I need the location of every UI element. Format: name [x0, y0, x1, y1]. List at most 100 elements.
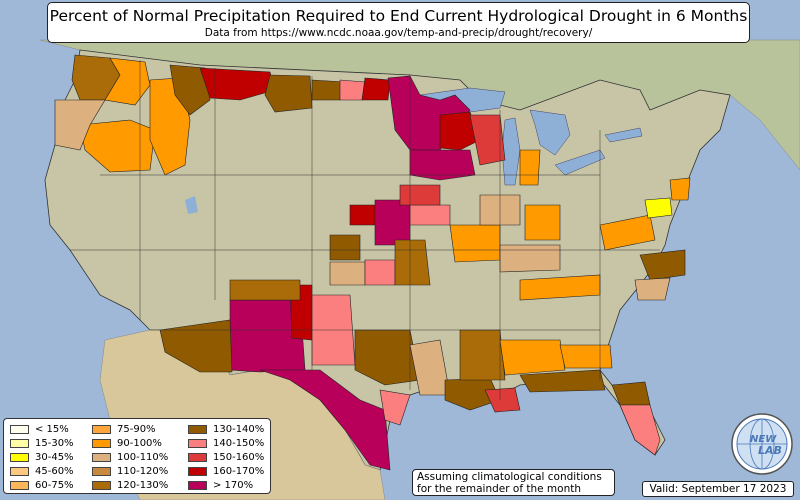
region-ok-brown — [394, 239, 431, 286]
state-borders — [70, 60, 660, 400]
region-carolinas — [639, 249, 686, 281]
legend-swatch — [188, 466, 207, 476]
region-illinois — [449, 224, 501, 263]
legend-swatch — [188, 438, 207, 448]
region-oregon-coast — [54, 99, 106, 151]
legend-swatch — [188, 424, 207, 434]
legend-label: 120-130% — [117, 479, 169, 491]
legend-label: 90-100% — [117, 437, 162, 449]
great-salt-lake — [185, 196, 198, 214]
globe-logo-icon: NEW LAB — [731, 413, 793, 475]
region-ohio — [524, 204, 561, 241]
map-title: Percent of Normal Precipitation Required… — [49, 7, 748, 25]
note-line-1: Assuming climatological conditions — [417, 471, 602, 483]
region-louisiana-red — [484, 387, 521, 413]
region-nj — [669, 177, 691, 201]
legend-item: < 15% — [10, 423, 69, 435]
map-subtitle: Data from https://www.ncdc.noaa.gov/temp… — [204, 27, 593, 39]
legend-swatch — [92, 466, 111, 476]
legend-item: 100-110% — [92, 451, 168, 463]
region-gulf-coast — [519, 369, 606, 393]
legend-item: 110-120% — [92, 465, 168, 477]
svg-text:NEW: NEW — [750, 434, 777, 445]
lake-huron — [529, 109, 571, 156]
legend-item: 75-90% — [92, 423, 156, 435]
legend-item: 60-75% — [10, 479, 74, 491]
legend-swatch — [10, 438, 29, 448]
legend-swatch — [188, 452, 207, 462]
region-michigan — [519, 149, 541, 186]
legend-label: 75-90% — [117, 423, 156, 435]
legend-item: 150-160% — [188, 451, 264, 463]
region-texas-coast — [379, 389, 411, 426]
legend-swatch — [92, 452, 111, 462]
region-maryland — [644, 197, 673, 219]
legend-item: 30-45% — [10, 451, 74, 463]
legend-swatch — [10, 480, 29, 490]
region-texas-west — [259, 369, 391, 471]
region-washington-east — [104, 57, 151, 106]
legend-item: > 170% — [188, 479, 253, 491]
region-georgia — [559, 344, 613, 369]
region-kansas-tan — [329, 261, 366, 286]
legend-item: 130-140% — [188, 423, 264, 435]
legend-item: 120-130% — [92, 479, 168, 491]
region-missouri — [409, 204, 451, 226]
legend-label: 45-60% — [35, 465, 74, 477]
region-iowa — [409, 149, 476, 181]
legend-item: 90-100% — [92, 437, 162, 449]
legend-label: 60-75% — [35, 479, 74, 491]
region-nd-red — [361, 77, 391, 101]
region-wisconsin — [439, 111, 481, 151]
region-sc — [634, 277, 671, 301]
legend-item: 45-60% — [10, 465, 74, 477]
region-kansas-brown — [329, 234, 361, 261]
legend-label: 15-30% — [35, 437, 74, 449]
region-idaho-north — [169, 64, 211, 116]
legend-label: 160-170% — [213, 465, 265, 477]
region-virginia — [599, 214, 656, 251]
legend-label: 110-120% — [117, 465, 169, 477]
drought-regions — [54, 54, 691, 471]
region-oklahoma — [364, 259, 396, 286]
title-box: Percent of Normal Precipitation Required… — [47, 2, 750, 43]
legend-item: 15-30% — [10, 437, 74, 449]
note-line-2: for the remainder of the month — [417, 483, 582, 495]
legend-label: 150-160% — [213, 451, 265, 463]
legend-swatch — [92, 480, 111, 490]
valid-date: Valid: September 17 2023 — [642, 481, 794, 497]
region-alabama — [499, 339, 566, 376]
region-colorado-south — [229, 279, 301, 301]
region-mississippi — [459, 329, 506, 381]
legend-swatch — [92, 424, 111, 434]
region-montana-north — [199, 67, 276, 101]
legend-swatch — [10, 466, 29, 476]
lake-ontario — [604, 127, 643, 143]
lake-erie — [554, 149, 606, 176]
region-kansas-north — [374, 199, 411, 246]
legend-label: 100-110% — [117, 451, 169, 463]
legend-item: 160-170% — [188, 465, 264, 477]
note-box: Assuming climatological conditions for t… — [412, 469, 615, 496]
region-nd-pink — [339, 79, 366, 101]
legend-swatch — [10, 452, 29, 462]
region-arizona — [159, 319, 233, 373]
legend-swatch — [188, 480, 207, 490]
legend-label: > 170% — [213, 479, 254, 491]
region-oregon-east — [79, 119, 156, 173]
svg-text:LAB: LAB — [758, 444, 782, 457]
legend-label: 30-45% — [35, 451, 74, 463]
region-kentucky — [499, 244, 561, 273]
legend-label: 130-140% — [213, 423, 265, 435]
legend-label: < 15% — [35, 423, 69, 435]
legend-swatch — [92, 438, 111, 448]
region-florida — [619, 404, 661, 456]
legend-item: 140-150% — [188, 437, 264, 449]
legend-label: 140-150% — [213, 437, 265, 449]
region-wisconsin-east — [469, 114, 506, 166]
region-montana-east — [264, 74, 313, 113]
legend: < 15% 15-30% 30-45% 45-60% 60-75% 75-90% 90-10… — [3, 418, 271, 494]
legend-swatch — [10, 424, 29, 434]
region-missouri-red — [399, 184, 441, 206]
